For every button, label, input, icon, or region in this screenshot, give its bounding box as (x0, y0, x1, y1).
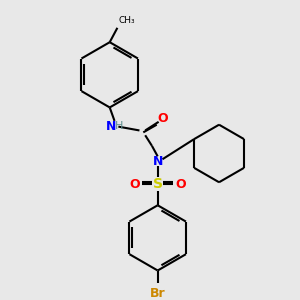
Text: S: S (153, 177, 163, 191)
Text: Br: Br (150, 287, 166, 300)
Text: O: O (129, 178, 140, 191)
Text: O: O (176, 178, 186, 191)
Text: H: H (115, 121, 124, 131)
Text: O: O (157, 112, 168, 125)
Text: N: N (152, 155, 163, 168)
Text: CH₃: CH₃ (118, 16, 135, 25)
Text: N: N (106, 120, 116, 133)
